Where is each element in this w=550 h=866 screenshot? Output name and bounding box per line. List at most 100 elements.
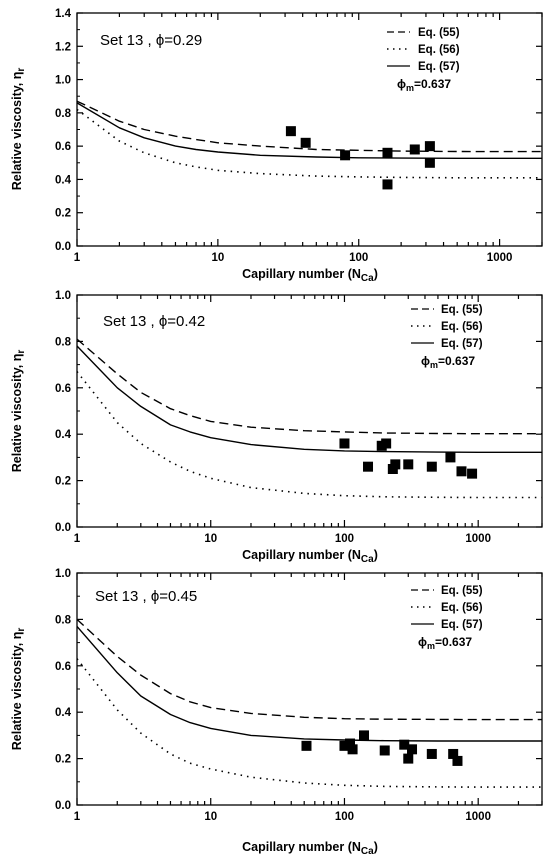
y-tick-label: 0.6 xyxy=(55,661,71,673)
data-point xyxy=(285,126,296,137)
data-point xyxy=(426,461,437,472)
y-tick-label: 0.2 xyxy=(55,476,71,488)
legend-label-eq56: Eq. (56) xyxy=(418,44,460,56)
panel-1: 0.0 0.2 0.4 0.6 0.8 1.0 1.2 1.4 1 10 100 1000 Set … xyxy=(10,8,543,284)
data-point xyxy=(344,738,355,749)
panel-annotation: Set 13 , ϕ=0.29 xyxy=(100,32,202,49)
y-axis-ticks: 0.0 0.2 0.4 0.6 0.8 1.0 1.2 1.4 xyxy=(55,8,542,253)
y-tick-label: 0.0 xyxy=(55,522,71,534)
series-line-eq55 xyxy=(76,100,542,153)
legend-label-eq57: Eq. (57) xyxy=(441,338,483,350)
data-point xyxy=(467,468,478,479)
data-point xyxy=(448,748,459,759)
legend: Eq. (55) Eq. (56) Eq. (57) xyxy=(411,585,483,631)
x-tick-label: 1 xyxy=(74,252,81,264)
legend-label-eq55: Eq. (55) xyxy=(441,585,483,597)
series-line-eq56 xyxy=(76,658,542,788)
y-tick-label: 0.6 xyxy=(55,141,71,153)
phi-m-label: ϕm=0.637 xyxy=(421,354,475,370)
y-tick-label: 1.4 xyxy=(55,8,72,20)
x-tick-label: 1000 xyxy=(465,533,491,545)
data-point xyxy=(399,739,410,750)
x-axis-ticks: 1 10 100 1000 xyxy=(74,13,543,264)
data-markers xyxy=(285,126,435,190)
legend-label-eq55: Eq. (55) xyxy=(418,27,460,39)
data-point xyxy=(403,459,414,470)
legend-label-eq56: Eq. (56) xyxy=(441,321,483,333)
y-tick-label: 0.0 xyxy=(55,800,71,812)
y-tick-label: 1.0 xyxy=(55,75,71,87)
y-tick-label: 0.6 xyxy=(55,383,71,395)
x-tick-label: 1 xyxy=(74,811,81,823)
series-line-eq56 xyxy=(76,371,542,499)
series-line-eq57 xyxy=(76,625,542,742)
data-point xyxy=(409,144,420,155)
data-point xyxy=(424,141,435,152)
data-point xyxy=(347,744,358,755)
y-tick-label: 0.8 xyxy=(55,108,72,120)
panel-annotation: Set 13 , ϕ=0.45 xyxy=(95,588,197,605)
x-axis-ticks: 1 10 100 1000 xyxy=(74,573,543,823)
y-tick-label: 0.8 xyxy=(55,336,72,348)
data-point xyxy=(363,461,374,472)
x-tick-label: 10 xyxy=(204,533,217,545)
data-point xyxy=(339,438,350,449)
x-axis-title: Capillary number (NCa) xyxy=(242,267,378,284)
y-tick-label: 0.2 xyxy=(55,208,71,220)
phi-m-label: ϕm=0.637 xyxy=(397,77,451,93)
y-tick-label: 0.4 xyxy=(55,707,72,719)
x-tick-label: 1 xyxy=(74,533,81,545)
data-point xyxy=(301,740,312,751)
y-tick-label: 1.2 xyxy=(55,41,71,53)
legend-label-eq56: Eq. (56) xyxy=(441,602,483,614)
data-point xyxy=(359,730,370,741)
data-point xyxy=(390,459,401,470)
y-tick-label: 1.0 xyxy=(55,290,71,302)
series-line-eq57 xyxy=(76,102,542,160)
x-tick-label: 10 xyxy=(211,252,224,264)
series-layer xyxy=(76,618,542,788)
x-tick-label: 100 xyxy=(335,533,354,545)
data-point xyxy=(445,452,456,463)
panel-2: 0.0 0.2 0.4 0.6 0.8 1.0 1 10 100 1000 Set 13 , ϕ… xyxy=(10,290,543,565)
data-point xyxy=(452,755,463,766)
x-tick-label: 1000 xyxy=(465,811,491,823)
y-axis-title: Relative viscosity, ηr xyxy=(10,628,27,751)
series-line-eq55 xyxy=(76,618,542,721)
data-point xyxy=(382,179,393,190)
data-point xyxy=(424,157,435,168)
y-tick-label: 0.4 xyxy=(55,174,72,186)
data-point xyxy=(382,147,393,158)
data-point xyxy=(340,150,351,161)
data-point xyxy=(403,753,414,764)
data-point xyxy=(339,740,350,751)
x-axis-title: Capillary number (NCa) xyxy=(242,840,378,857)
legend-label-eq55: Eq. (55) xyxy=(441,304,483,316)
data-point xyxy=(407,744,418,755)
legend: Eq. (55) Eq. (56) Eq. (57) xyxy=(411,304,483,350)
legend-label-eq57: Eq. (57) xyxy=(418,61,460,73)
y-tick-label: 0.8 xyxy=(55,614,72,626)
series-layer xyxy=(76,100,542,179)
y-axis-title: Relative viscosity, ηr xyxy=(10,68,27,191)
data-markers xyxy=(339,438,478,479)
y-axis-title: Relative viscosity, ηr xyxy=(10,350,27,473)
series-layer xyxy=(76,338,542,499)
legend-label-eq57: Eq. (57) xyxy=(441,619,483,631)
data-point xyxy=(381,438,392,449)
y-tick-label: 0.0 xyxy=(55,241,71,253)
data-point xyxy=(300,137,311,148)
data-markers xyxy=(301,730,463,766)
legend: Eq. (55) Eq. (56) Eq. (57) xyxy=(387,27,460,73)
x-tick-label: 10 xyxy=(204,811,217,823)
data-point xyxy=(456,466,467,477)
y-tick-label: 0.2 xyxy=(55,754,71,766)
series-line-eq55 xyxy=(76,338,542,435)
y-axis-ticks: 0.0 0.2 0.4 0.6 0.8 1.0 xyxy=(55,290,542,534)
y-tick-label: 0.4 xyxy=(55,429,72,441)
series-line-eq57 xyxy=(76,345,542,453)
y-tick-label: 1.0 xyxy=(55,568,71,580)
phi-m-label: ϕm=0.637 xyxy=(418,635,472,651)
x-tick-label: 1000 xyxy=(487,252,513,264)
